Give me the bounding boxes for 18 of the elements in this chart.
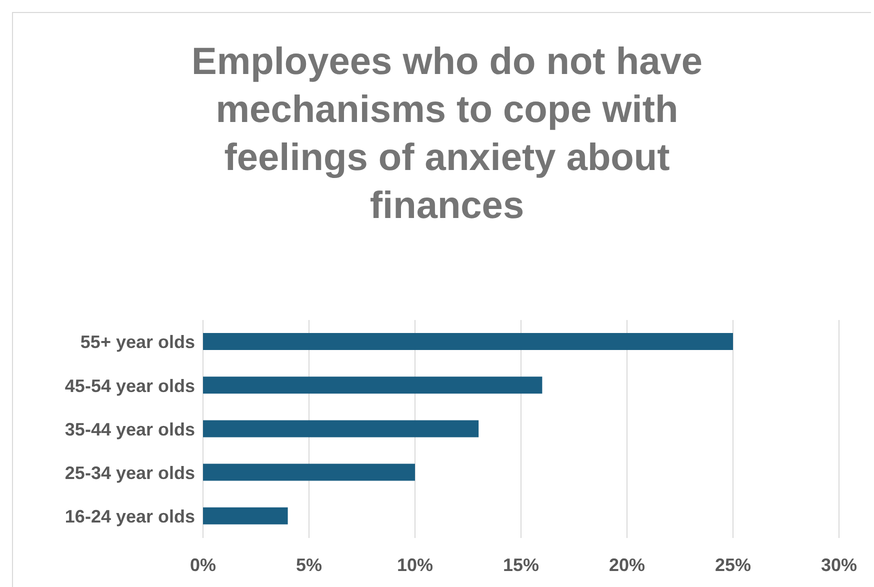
bar xyxy=(203,420,479,438)
x-tick-label: 10% xyxy=(396,554,434,575)
bar xyxy=(203,376,542,394)
bar xyxy=(203,507,288,524)
y-tick-label: 25-34 year olds xyxy=(64,462,195,483)
y-tick-label: 45-54 year olds xyxy=(64,376,195,396)
x-tick-label: 30% xyxy=(820,554,858,575)
x-tick-label: 25% xyxy=(714,554,752,575)
x-tick-label: 5% xyxy=(296,554,322,575)
y-tick-label: 35-44 year olds xyxy=(64,419,195,440)
y-tick-label: 16-24 year olds xyxy=(64,506,195,527)
x-tick-label: 0% xyxy=(190,554,216,575)
chart-title: Employees who do not have mechanisms to cope with feelings of anxiety about finances xyxy=(190,40,704,229)
bar xyxy=(203,464,415,481)
bar xyxy=(203,333,733,350)
y-tick-label: 55+ year olds xyxy=(80,332,195,352)
x-tick-label: 20% xyxy=(608,554,646,575)
x-tick-label: 15% xyxy=(502,554,540,575)
